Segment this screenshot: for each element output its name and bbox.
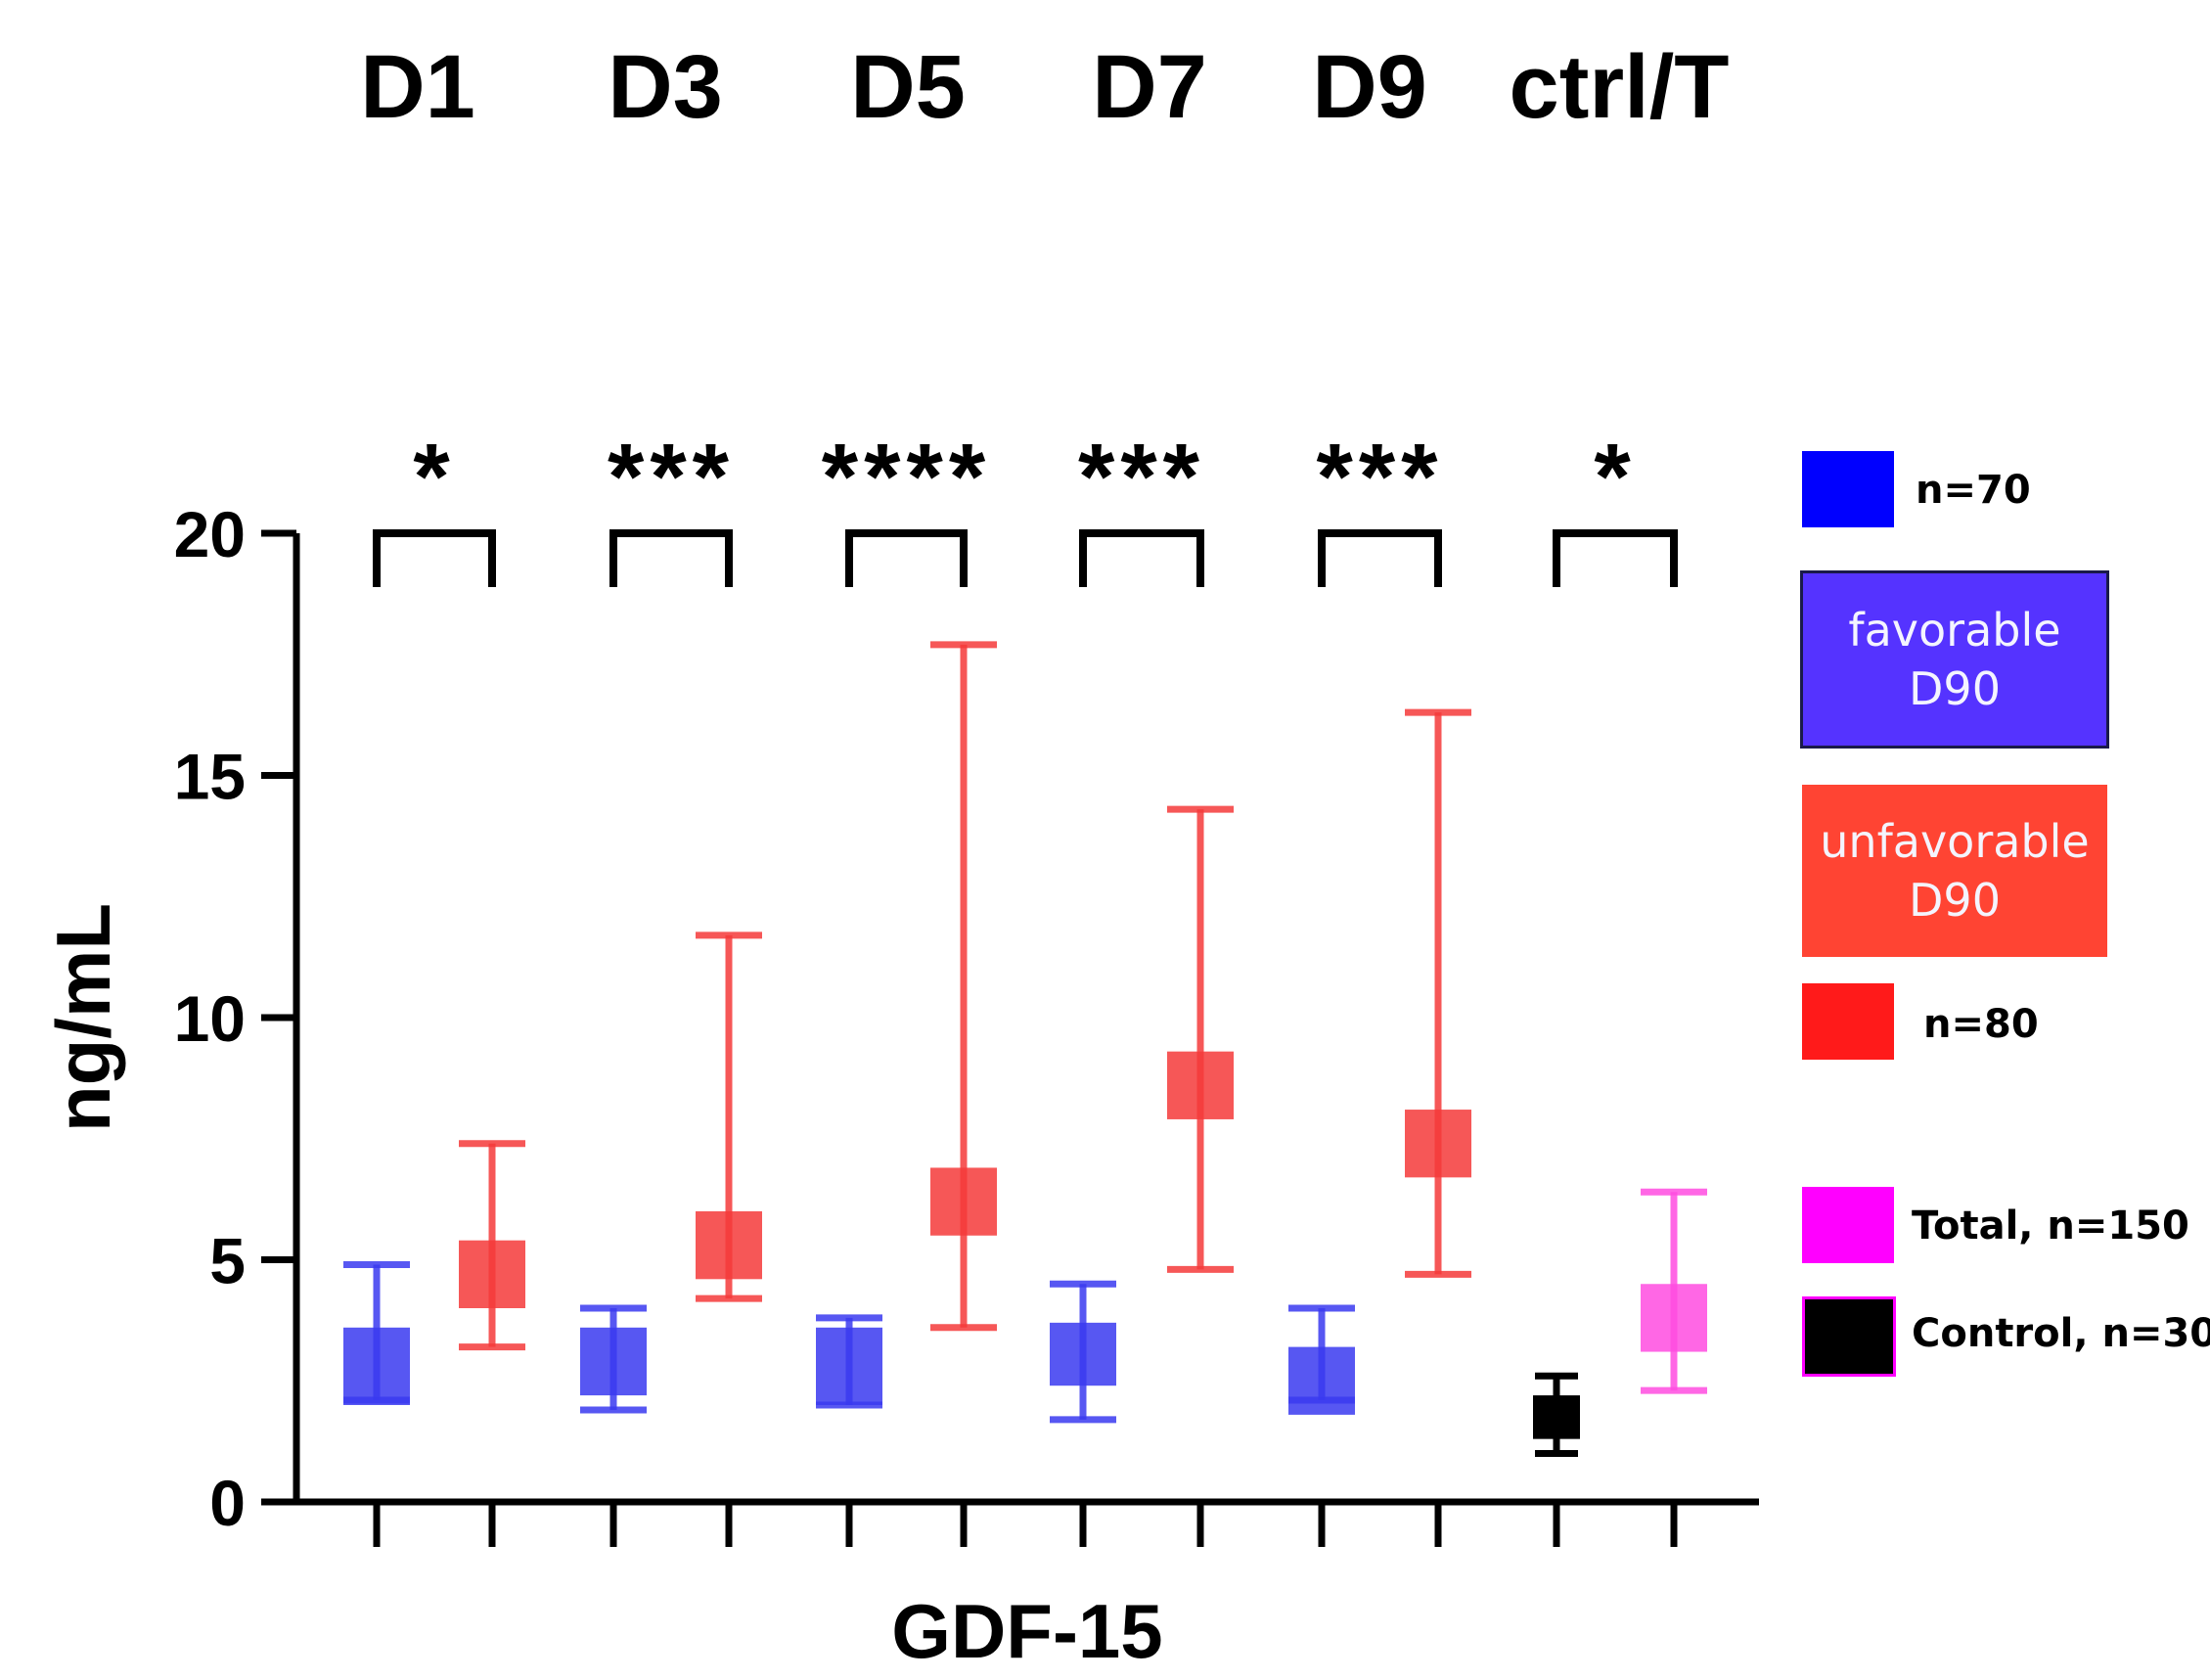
box-D7-favorable (1050, 1322, 1116, 1386)
y-axis-title: ng/mL (40, 903, 126, 1132)
legend-favorable-d90: D90 (1909, 662, 2001, 715)
day-label-3: D7 (1092, 37, 1207, 137)
significance-stars-1: *** (608, 425, 735, 529)
day-label-4: D9 (1312, 37, 1427, 137)
box-D9-favorable (1288, 1346, 1355, 1415)
legend-label-total: Total, n=150 (1912, 1203, 2189, 1249)
legend-swatch-n80 (1802, 983, 1894, 1060)
box-ctrl/T-control (1533, 1395, 1580, 1439)
y-tick-label-0: 0 (209, 1467, 246, 1539)
box-D1-favorable (343, 1327, 410, 1405)
significance-stars-3: *** (1078, 425, 1205, 529)
legend-card-unfavorable: unfavorable D90 (1802, 785, 2107, 957)
day-label-0: D1 (360, 37, 475, 137)
significance-stars-2: **** (822, 425, 991, 529)
box-D3-unfavorable (696, 1211, 762, 1280)
day-label-5: ctrl/T (1510, 37, 1730, 137)
day-label-2: D5 (850, 37, 966, 137)
box-ctrl/T-total (1641, 1284, 1707, 1352)
y-tick-label-15: 15 (174, 741, 246, 813)
legend-unfavorable-text: unfavorable (1820, 815, 2090, 868)
significance-bracket-2 (845, 529, 968, 587)
day-label-1: D3 (608, 37, 723, 137)
box-D7-unfavorable (1167, 1051, 1234, 1119)
significance-bracket-5 (1553, 529, 1678, 587)
legend-card-favorable: favorable D90 (1800, 570, 2109, 749)
legend-unfavorable-d90: D90 (1909, 874, 2001, 927)
significance-bracket-0 (373, 529, 496, 587)
x-axis-title: GDF-15 (891, 1588, 1162, 1674)
y-tick-label-20: 20 (174, 498, 246, 570)
significance-stars-0: * (413, 425, 455, 529)
significance-bracket-4 (1318, 529, 1442, 587)
legend-label-n70: n=70 (1916, 468, 2031, 513)
y-tick-label-10: 10 (174, 982, 246, 1055)
legend-swatch-n70 (1802, 451, 1894, 527)
significance-bracket-1 (609, 529, 733, 587)
box-D3-favorable (580, 1327, 647, 1396)
significance-bracket-3 (1079, 529, 1204, 587)
box-D5-unfavorable (930, 1167, 997, 1236)
significance-stars-5: * (1594, 425, 1636, 529)
legend-favorable-text: favorable (1848, 604, 2061, 657)
legend-swatch-total (1802, 1187, 1894, 1263)
y-tick-label-5: 5 (209, 1225, 246, 1297)
legend-swatch-control (1802, 1296, 1896, 1377)
box-D5-favorable (816, 1327, 882, 1405)
box-D9-unfavorable (1405, 1110, 1471, 1178)
significance-stars-4: *** (1316, 425, 1443, 529)
legend-label-control: Control, n=30 (1912, 1311, 2210, 1356)
legend-label-n80: n=80 (1923, 1002, 2039, 1047)
box-D1-unfavorable (459, 1240, 525, 1308)
